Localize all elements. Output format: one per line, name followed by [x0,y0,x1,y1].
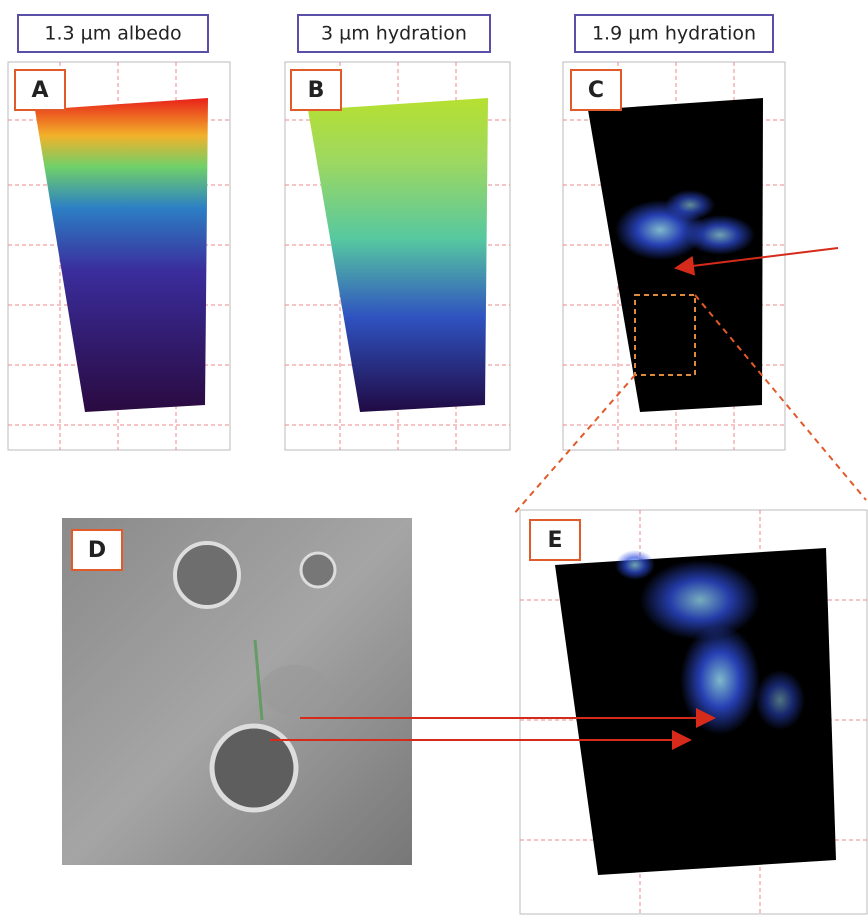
label-box [574,14,774,53]
zoom-line [694,294,867,501]
zoom-line [512,374,636,516]
panel-b: B [284,61,511,451]
label-box [17,14,209,53]
label: 1.9 µm hydration [592,23,756,45]
panel-letter: E [547,528,562,553]
label: 1.3 µm albedo [44,23,181,45]
panel-letter: C [588,78,604,103]
panel-letter: D [88,538,106,563]
panel-e: E [519,509,868,915]
panel-letter: A [31,78,48,103]
label: 3 µm hydration [321,23,467,45]
panel-a: A [7,61,231,451]
panel-d: D [62,518,412,865]
panel-letter: B [308,78,325,103]
label-box [297,14,491,53]
panel-c: C [562,61,839,451]
